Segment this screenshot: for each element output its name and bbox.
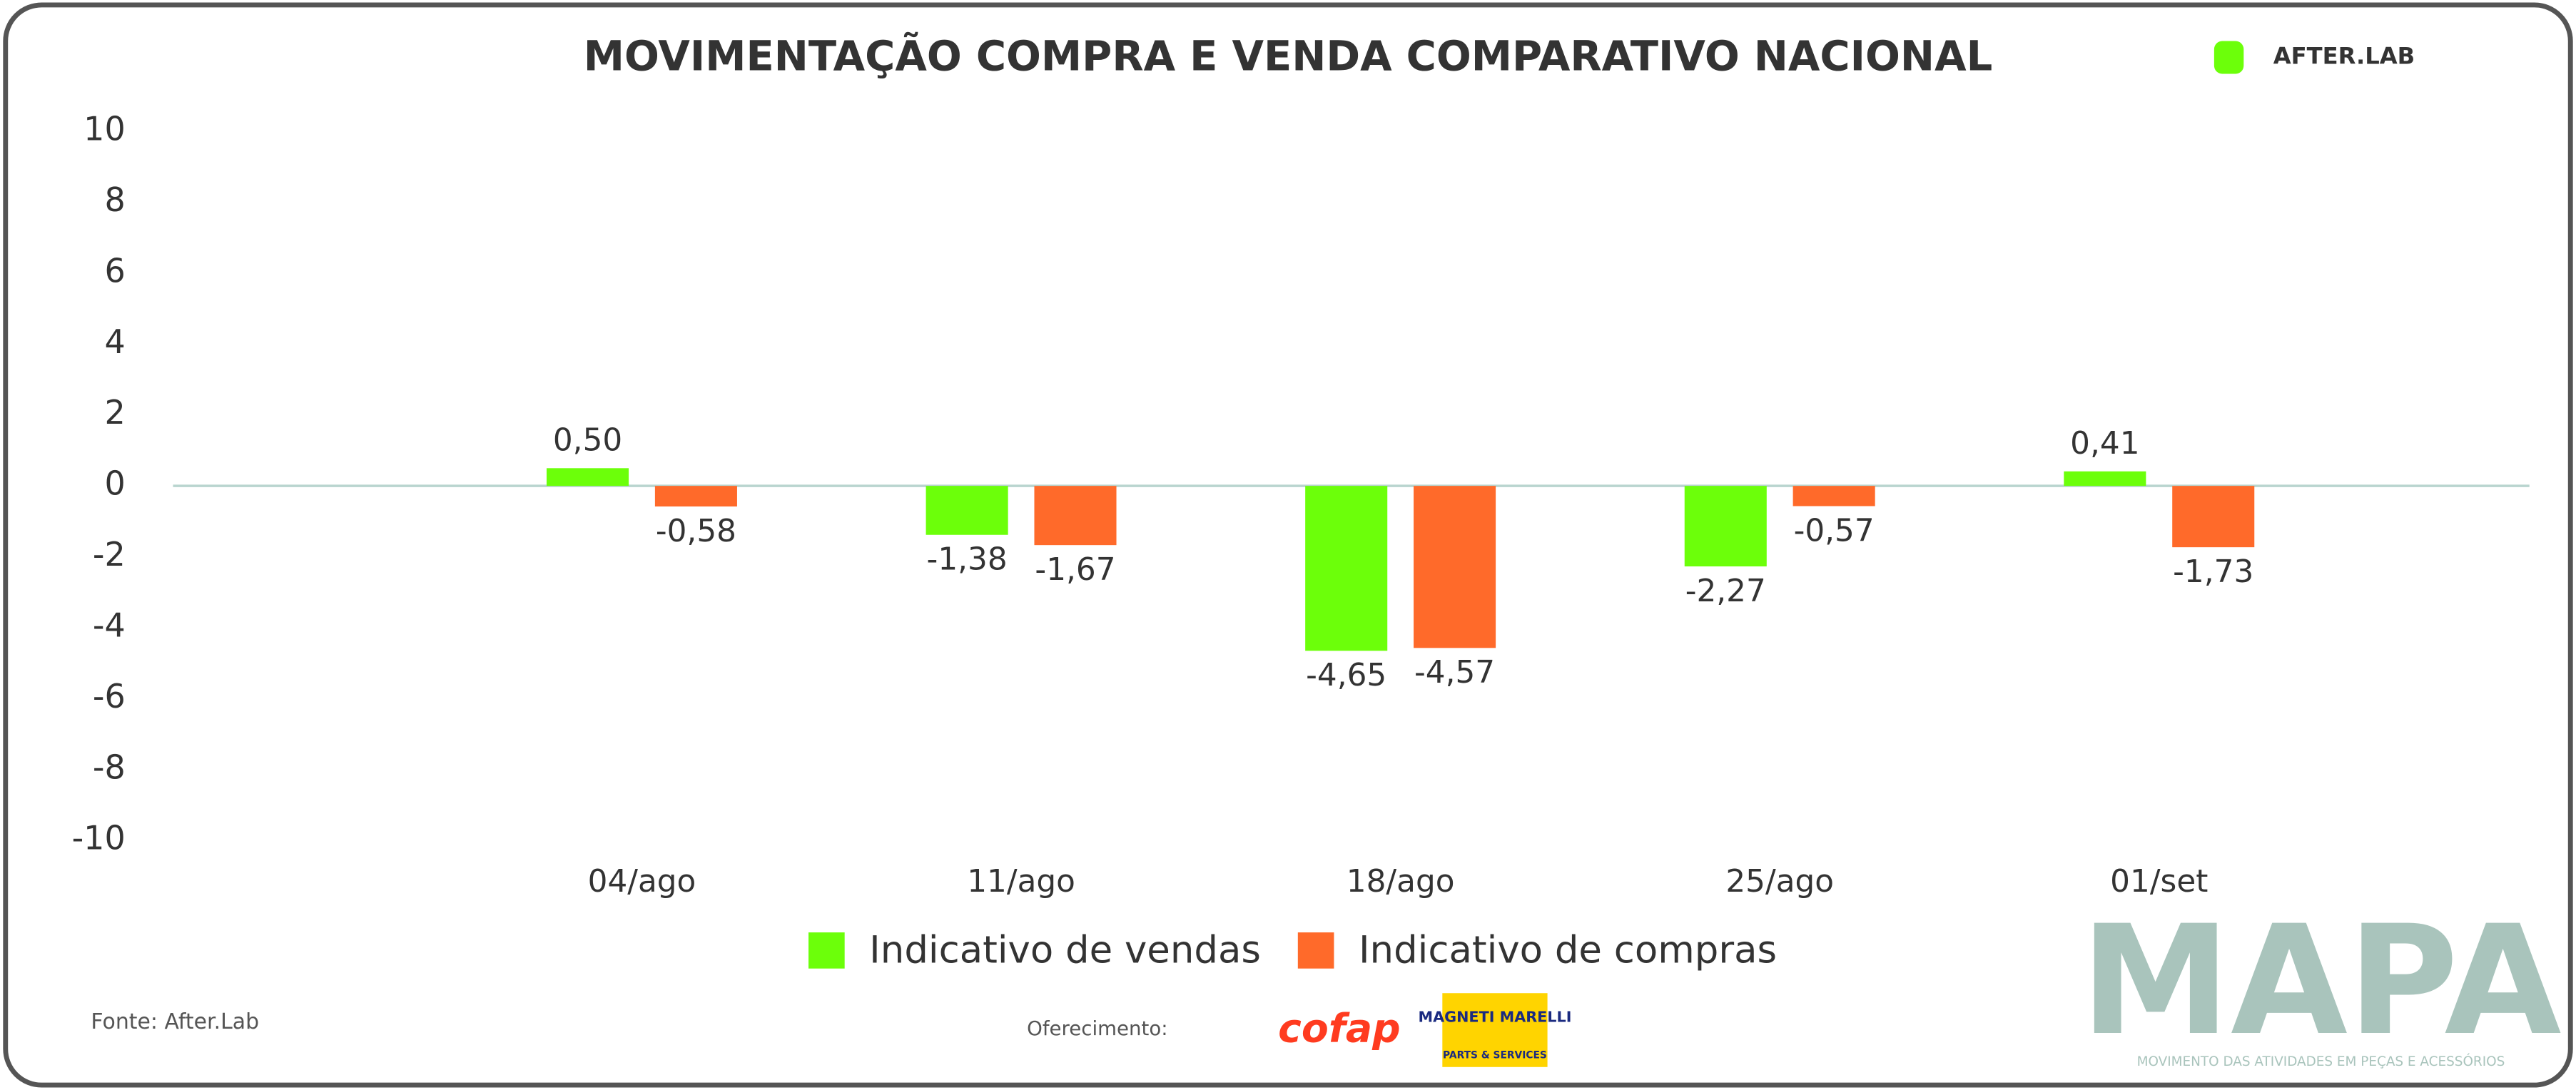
y-tick-label: -10 — [72, 819, 126, 857]
mapa-sub: MOVIMENTO DAS ATIVIDADES EM PEÇAS E ACES… — [2137, 1054, 2505, 1069]
y-tick-label: 0 — [104, 464, 125, 503]
legend-label: Indicativo de vendas — [869, 928, 1261, 972]
x-tick-label: 11/ago — [967, 863, 1075, 900]
value-label: 0,41 — [2070, 425, 2139, 462]
value-label: -0,57 — [1794, 512, 1875, 549]
cofap-logo: cofap — [1278, 1006, 1400, 1051]
value-label: -1,67 — [1035, 551, 1115, 588]
value-label: -1,73 — [2173, 554, 2253, 590]
magneti-logo: MAGNETI MARELLI — [1418, 1009, 1571, 1026]
afterlab-icon — [2214, 41, 2244, 74]
bar — [1684, 486, 1767, 566]
x-tick-label: 04/ago — [588, 863, 696, 900]
bar — [1305, 486, 1388, 651]
legend-swatch — [808, 932, 845, 969]
legend-swatch — [1297, 932, 1334, 969]
y-tick-label: -4 — [93, 606, 126, 644]
afterlab-logo: AFTER.LAB — [2273, 43, 2415, 70]
value-label: -2,27 — [1685, 573, 1766, 609]
y-tick-label: -8 — [93, 748, 126, 786]
y-tick-label: 8 — [104, 180, 125, 219]
bar — [547, 468, 629, 487]
value-label: -4,57 — [1414, 654, 1495, 691]
x-tick-label: 01/set — [2110, 863, 2208, 900]
y-tick-label: 6 — [104, 251, 125, 290]
bar — [1792, 486, 1875, 506]
y-tick-label: 10 — [83, 110, 126, 148]
magneti-sub: PARTS & SERVICES — [1443, 1050, 1547, 1061]
value-label: 0,50 — [553, 422, 622, 458]
bar — [2064, 471, 2146, 487]
y-tick-label: -6 — [93, 677, 126, 715]
value-label: -4,65 — [1306, 657, 1386, 693]
x-tick-label: 18/ago — [1347, 863, 1455, 900]
value-label: -0,58 — [656, 513, 736, 549]
y-tick-label: 2 — [104, 393, 125, 432]
x-tick-label: 25/ago — [1725, 863, 1834, 900]
y-tick-label: 4 — [104, 322, 125, 361]
bar — [1034, 486, 1117, 546]
chart-title: MOVIMENTAÇÃO COMPRA E VENDA COMPARATIVO … — [584, 31, 1992, 80]
source: Fonte: After.Lab — [91, 1009, 259, 1034]
legend-label: Indicativo de compras — [1359, 928, 1777, 972]
mapa-logo: MAPA — [2080, 892, 2561, 1069]
magneti-box — [1442, 993, 1548, 1067]
value-label: -1,38 — [927, 541, 1008, 578]
y-tick-label: -2 — [93, 535, 126, 574]
sponsor-label: Oferecimento: — [1027, 1017, 1167, 1040]
bar — [654, 486, 737, 506]
bar — [1414, 486, 1496, 648]
bar — [926, 486, 1008, 535]
frame — [3, 2, 2573, 1088]
bar — [2172, 486, 2255, 548]
